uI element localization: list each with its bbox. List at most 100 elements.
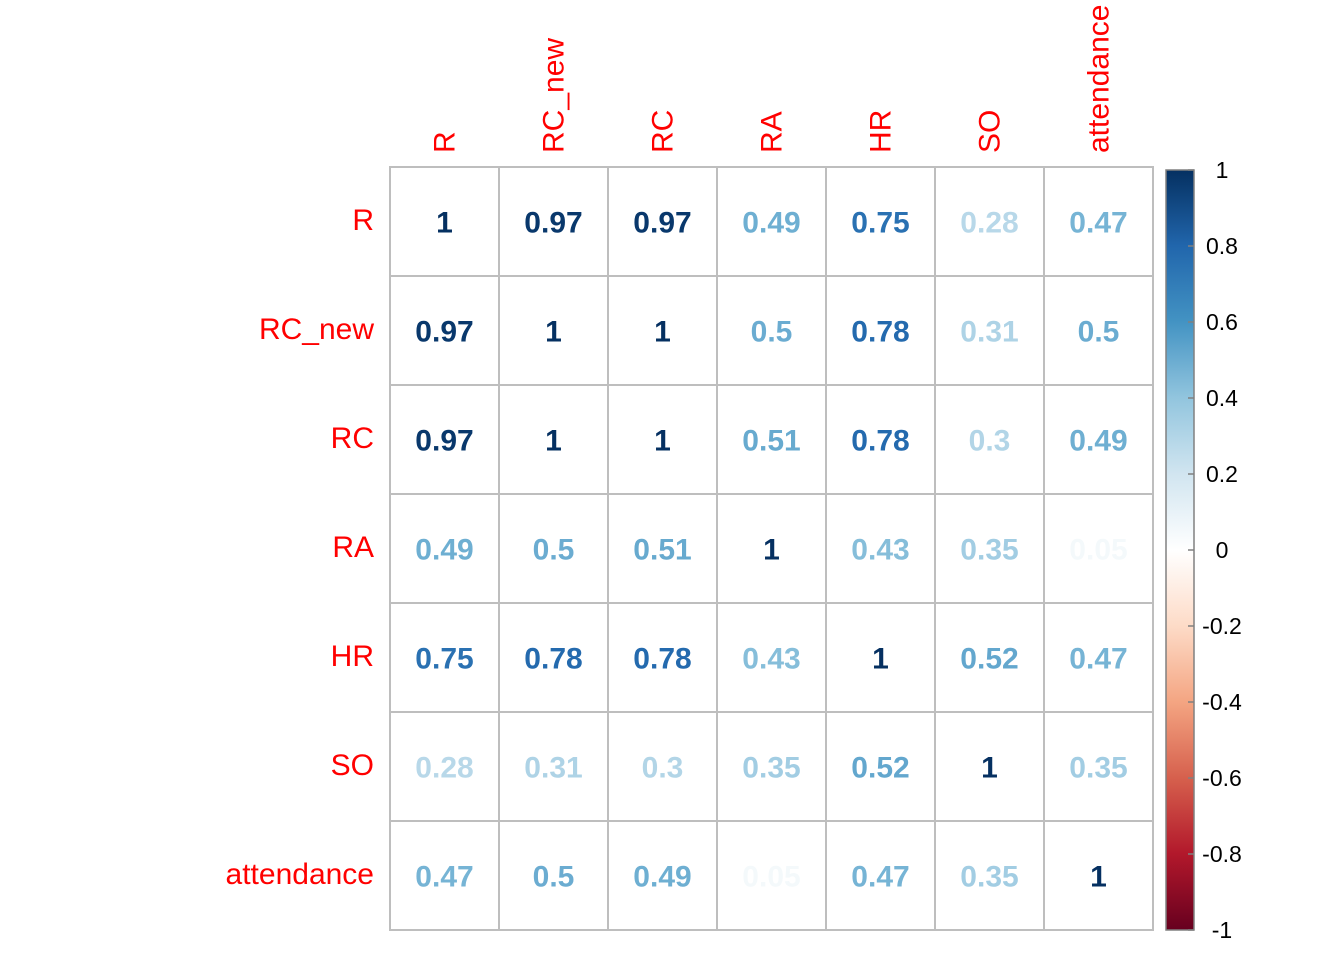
cell-value: 0.75 [851, 207, 909, 240]
cell-value: 0.5 [533, 534, 575, 567]
matrix-cell [498, 166, 609, 277]
colorbar-tick-label: 0.2 [1206, 461, 1238, 487]
row-label: SO [331, 749, 374, 782]
matrix-cell [716, 820, 827, 931]
cell-value: 0.47 [1069, 643, 1127, 676]
cell-value: 0.35 [960, 534, 1018, 567]
colorbar-tick-label: 0.8 [1206, 233, 1238, 259]
matrix-cell [825, 711, 936, 822]
matrix-cell [389, 602, 500, 713]
column-label: R [429, 131, 462, 153]
colorbar-tick-label: -1 [1212, 917, 1232, 943]
cell-value: 0.3 [969, 425, 1011, 458]
cell-value: 0.97 [415, 425, 473, 458]
colorbar-tick-label: -0.6 [1202, 765, 1242, 791]
cell-value: 0.31 [960, 316, 1018, 349]
cell-value: 0.97 [524, 207, 582, 240]
cell-value: 0.43 [742, 643, 800, 676]
row-label: RC_new [259, 313, 374, 346]
colorbar-tick-label: 0.6 [1206, 309, 1238, 335]
row-label: HR [331, 640, 374, 673]
matrix-cell [607, 384, 718, 495]
matrix-cell [825, 384, 936, 495]
cell-value: 0.49 [1069, 425, 1127, 458]
matrix-cell [607, 275, 718, 386]
row-label: attendance [226, 858, 374, 891]
cell-value: 0.5 [751, 316, 793, 349]
cell-value: 1 [545, 425, 562, 458]
matrix-cell [825, 820, 936, 931]
colorbar-tick-label: -0.4 [1202, 689, 1242, 715]
matrix-cell [607, 166, 718, 277]
cell-value: 1 [545, 316, 562, 349]
cell-value: 0.52 [960, 643, 1018, 676]
cell-value: 0.5 [1078, 316, 1120, 349]
row-label: RC [331, 422, 374, 455]
cell-value: 0.75 [415, 643, 473, 676]
matrix-cell [389, 493, 500, 604]
matrix-cell [498, 384, 609, 495]
cell-value: 0.78 [851, 425, 909, 458]
matrix-cell [1043, 384, 1154, 495]
cell-value: 0.78 [851, 316, 909, 349]
matrix-cell [716, 493, 827, 604]
cell-value: 1 [981, 752, 998, 785]
cell-value: 0.78 [524, 643, 582, 676]
colorbar-tick-label: 0 [1216, 537, 1229, 563]
cell-value: 0.51 [633, 534, 691, 567]
column-label: attendance [1083, 5, 1116, 153]
cell-value: 0.52 [851, 752, 909, 785]
cell-value: 1 [872, 643, 889, 676]
cell-value: 1 [654, 425, 671, 458]
matrix-cell [825, 275, 936, 386]
matrix-cell [389, 820, 500, 931]
colorbar: 1 0.8 0.6 0.4 0.2 0 -0.2 -0.4 -0.6 -0.8 -1 [1165, 157, 1242, 943]
cell-value: 0.28 [960, 207, 1018, 240]
colorbar-tick-label: 0.4 [1206, 385, 1238, 411]
column-label: RC [647, 110, 680, 153]
cell-value: 0.97 [633, 207, 691, 240]
matrix-cell [389, 166, 500, 277]
matrix-cell [607, 602, 718, 713]
cell-value: 0.97 [415, 316, 473, 349]
column-label: SO [974, 110, 1007, 153]
colorbar-tick-label: 1 [1216, 157, 1229, 183]
cell-value: 0.5 [533, 861, 575, 894]
cell-value: 0.31 [524, 752, 582, 785]
cell-value: 1 [1090, 861, 1107, 894]
cell-value: 0.47 [415, 861, 473, 894]
cell-value: 0.35 [742, 752, 800, 785]
cell-value: 0.28 [415, 752, 473, 785]
cell-value: 1 [654, 316, 671, 349]
cell-value: 0.49 [633, 861, 691, 894]
matrix-cell [498, 711, 609, 822]
cell-value: 1 [436, 207, 453, 240]
matrix-cell [1043, 275, 1154, 386]
matrix-cell [934, 384, 1045, 495]
cell-value: 0.47 [1069, 207, 1127, 240]
matrix-cell [389, 711, 500, 822]
row-labels: R RC_new RC RA HR SO attendance [226, 204, 375, 891]
cell-value: 0.49 [742, 207, 800, 240]
matrix-cell [498, 493, 609, 604]
cell-value: 0.51 [742, 425, 800, 458]
cell-value: 0.35 [960, 861, 1018, 894]
matrix-cell [716, 384, 827, 495]
matrix-cell [389, 275, 500, 386]
matrix-cell [607, 820, 718, 931]
matrix-cell [716, 711, 827, 822]
column-label: HR [865, 110, 898, 153]
matrix-cell [1043, 711, 1154, 822]
cell-value: 0.78 [633, 643, 691, 676]
row-label: RA [332, 531, 374, 564]
cell-value: 0.47 [851, 861, 909, 894]
column-labels: R RC_new RC RA HR SO attendance [429, 5, 1116, 153]
matrix-cell [1043, 820, 1154, 931]
cell-value: 0.05 [742, 861, 800, 894]
colorbar-tick-label: -0.8 [1202, 841, 1242, 867]
row-label: R [352, 204, 374, 237]
cell-value: 0.49 [415, 534, 473, 567]
matrix-cells [389, 166, 1154, 931]
colorbar-tick-label: -0.2 [1202, 613, 1242, 639]
